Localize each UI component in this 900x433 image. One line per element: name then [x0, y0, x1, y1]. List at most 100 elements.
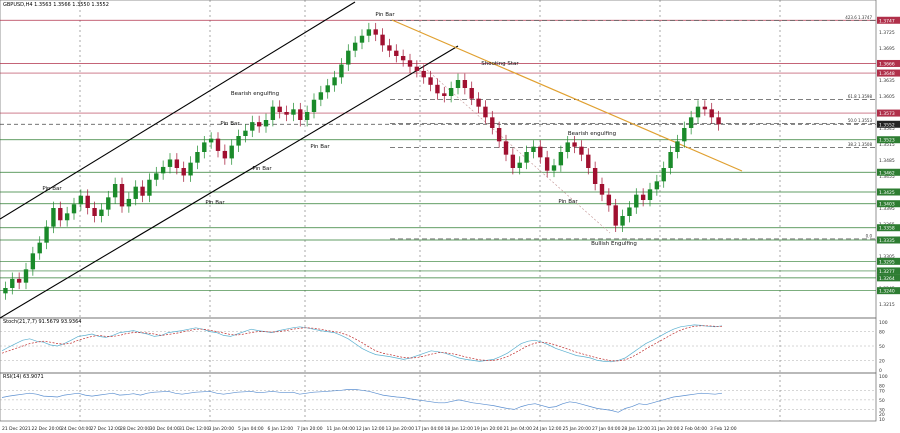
time-axis-label: 3 Feb 12:00	[710, 426, 737, 432]
candle-body	[366, 29, 372, 36]
time-axis-label: 27 Jan 04:00	[592, 426, 621, 432]
candle-body	[332, 77, 337, 86]
price-axis-label: 1.3215	[879, 302, 895, 308]
candle-body	[181, 168, 186, 176]
trend-lines	[0, 1, 743, 319]
candle-body	[400, 56, 406, 61]
candle-body	[620, 216, 625, 226]
stoch-axis-label: 80	[879, 330, 885, 336]
candle-body	[462, 80, 468, 88]
fib-level-label: 38.2 1.3508	[848, 142, 873, 147]
candle-body	[37, 242, 42, 254]
price-axis-label: 1.3545	[879, 126, 895, 132]
candle-body	[524, 152, 529, 163]
candle-body	[428, 77, 433, 85]
candle-body	[236, 136, 241, 146]
level-tag-box	[877, 236, 900, 244]
level-tag-box	[877, 59, 900, 67]
candle-body	[695, 106, 701, 118]
candle-body	[688, 117, 694, 128]
candle-body	[414, 66, 420, 71]
level-tag-box	[877, 224, 900, 232]
candle-body	[133, 186, 138, 199]
pattern-annotation: Pin Bar	[558, 199, 578, 205]
pattern-annotation: Pin Bar	[252, 166, 272, 172]
candle-body	[661, 168, 666, 182]
candle-body	[572, 142, 577, 147]
pattern-annotation: Pin Bar	[310, 144, 330, 150]
candle-body	[496, 128, 502, 142]
candle-body	[78, 195, 84, 205]
time-axis-label: 21 Dec 2021	[2, 426, 31, 432]
level-tag-text: 1.3747	[879, 18, 895, 24]
time-axis-label: 7 Jan 20:00	[297, 426, 323, 432]
candle-body	[277, 106, 282, 112]
symbol-header: GBPUSD,H4 1.3563 1.3566 1.3550 1.3552	[3, 2, 109, 8]
rsi-axis-label: 100	[879, 374, 888, 380]
level-tag-text: 1.3403	[879, 202, 895, 208]
pattern-annotation: Bullish Engulfing	[591, 241, 637, 247]
time-axis-label: 11 Jan 04:00	[327, 426, 356, 432]
candle-body	[476, 98, 481, 107]
pattern-annotation: Pin Bar	[220, 121, 240, 127]
time-axis-label: 27 Dec 12:00	[91, 426, 121, 432]
time-axis-label: 24 Jan 12:00	[533, 426, 562, 432]
price-axis-label: 1.3515	[879, 142, 895, 148]
level-tag-text: 1.3648	[879, 71, 895, 77]
candle-body	[174, 159, 180, 168]
pattern-annotation: Bearish engulfing	[231, 91, 279, 97]
candle-body	[99, 209, 104, 216]
candle-body	[346, 50, 351, 65]
time-axis-label: 6 Jan 12:00	[268, 426, 294, 432]
horizontal-levels: 423.6 1.3747 61.8 1.3598 50.0 1.3553 38.2 1…	[0, 15, 876, 292]
candle-body	[222, 150, 228, 159]
fib-swing-line	[426, 69, 611, 234]
level-tag-box	[877, 69, 900, 77]
price-axis-label: 1.3485	[879, 158, 895, 164]
candle-body	[352, 42, 358, 51]
level-tag-text: 1.3335	[879, 238, 895, 244]
candle-body	[195, 152, 200, 163]
candle-body	[634, 194, 639, 208]
time-axis-label: 24 Dec 04:00	[61, 426, 91, 432]
time-axis-label: 31 Dec 12:00	[179, 426, 209, 432]
candle-body	[208, 138, 214, 143]
candle-body	[339, 64, 344, 78]
candle-body	[551, 165, 557, 171]
candle-body	[538, 146, 543, 158]
level-tag-box	[877, 188, 900, 196]
candle-body	[558, 152, 564, 166]
rsi-axis-label: 10	[879, 417, 885, 423]
time-axis-label: 2 Feb 04:00	[681, 426, 708, 432]
candle-body	[23, 269, 29, 283]
price-axis-label: 1.3455	[879, 174, 895, 180]
candle-body	[106, 197, 111, 210]
candle-body	[250, 122, 255, 131]
level-tags: 1.3747 1.3666 1.3648 1.3573 1.3552 1.3523 1.34…	[877, 16, 900, 295]
stoch-axis-label: 50	[879, 344, 885, 350]
price-axis-label: 1.3635	[879, 78, 895, 84]
candle-body	[202, 142, 207, 152]
candle-body	[318, 92, 324, 100]
time-axis-label: 28 Jan 12:00	[622, 426, 651, 432]
level-tag-box	[877, 267, 900, 275]
level-tag-text: 1.3264	[879, 276, 895, 282]
candle-body	[407, 60, 413, 67]
candle-body	[167, 159, 173, 167]
level-tag-box	[877, 168, 900, 176]
price-axis-label: 1.3695	[879, 46, 895, 52]
time-axis-label: 17 Jan 04:00	[415, 426, 444, 432]
candle-body	[30, 253, 36, 270]
candle-body	[291, 109, 296, 115]
level-tag-box	[877, 200, 900, 208]
channel-upper-line	[0, 1, 356, 220]
candle-body	[359, 35, 365, 43]
candle-body	[188, 162, 193, 176]
time-axis-label: 12 Jan 12:00	[356, 426, 385, 432]
time-axis-label: 5 Jan 04:00	[238, 426, 264, 432]
candle-body	[455, 80, 461, 88]
rsi-axis-label: 20	[879, 412, 885, 418]
candle-body	[442, 93, 447, 96]
orange-trendline	[391, 19, 743, 172]
candle-body	[140, 186, 145, 196]
